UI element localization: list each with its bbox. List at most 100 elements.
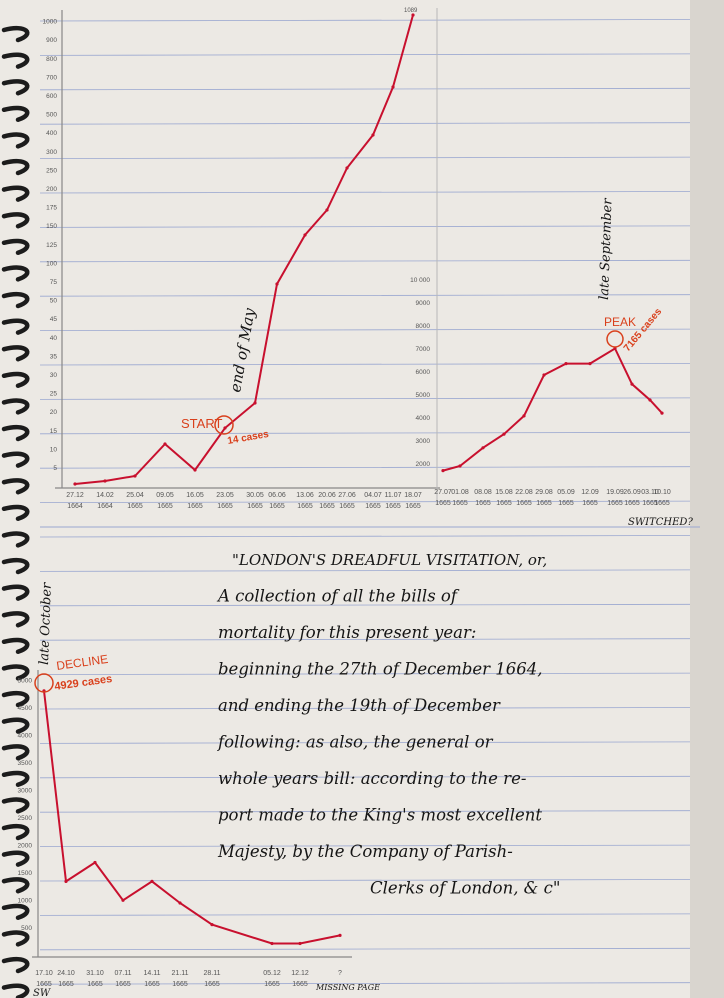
x-tick-label: 06.06 bbox=[268, 492, 286, 499]
ruled-line bbox=[39, 225, 691, 228]
spiral-ring bbox=[1, 212, 30, 229]
chart2-y-ticks: 2000 3000 4000 5000 6000 7000 8000 9000 10 000 bbox=[410, 277, 430, 468]
x-tick-year: 1665 bbox=[582, 500, 598, 507]
x-tick-label: 14.02 bbox=[96, 492, 114, 499]
x-tick-year: 1665 bbox=[217, 503, 233, 510]
chart3-points bbox=[42, 689, 342, 946]
x-tick-year: 1665 bbox=[642, 500, 658, 507]
quote-line: beginning the 27th of December 1664, bbox=[218, 660, 543, 679]
x-tick-year: 1665 bbox=[269, 503, 285, 510]
y-tick-label: 125 bbox=[46, 242, 57, 249]
x-tick-year: 1665 bbox=[247, 503, 263, 510]
data-point bbox=[64, 879, 68, 884]
spiral-ring bbox=[1, 770, 30, 788]
y-tick-label: 150 bbox=[46, 223, 57, 230]
x-tick-label: 18.07 bbox=[404, 492, 422, 499]
paper-edge-shadow bbox=[690, 0, 724, 998]
data-point bbox=[210, 923, 214, 927]
x-tick-year: 1665 bbox=[127, 503, 143, 510]
quote-line: mortality for this present year: bbox=[218, 623, 476, 642]
y-tick-label: 1500 bbox=[18, 870, 33, 877]
y-tick-label: 8000 bbox=[416, 323, 431, 330]
peak-marker-circle bbox=[606, 330, 624, 348]
spiral-ring bbox=[1, 424, 30, 442]
y-tick-label: 900 bbox=[46, 37, 57, 44]
quote-line: and ending the 19th of December bbox=[218, 696, 501, 715]
spiral-ring bbox=[1, 478, 30, 495]
chart1-series-line bbox=[74, 14, 414, 485]
x-tick-year: 1665 bbox=[496, 500, 512, 507]
ruled-line bbox=[39, 879, 691, 882]
x-tick-label: 15.08 bbox=[495, 489, 513, 496]
x-tick-label: 12.12 bbox=[291, 970, 309, 977]
x-tick-year: 1665 bbox=[654, 500, 670, 507]
x-tick-year: 1665 bbox=[516, 500, 532, 507]
y-tick-label: 175 bbox=[46, 205, 57, 212]
ruled-line bbox=[39, 122, 691, 125]
spiral-ring bbox=[1, 744, 30, 761]
y-tick-label: 40 bbox=[50, 335, 58, 342]
data-point bbox=[458, 464, 462, 468]
data-point bbox=[121, 898, 125, 902]
ruled-line bbox=[39, 500, 691, 504]
y-tick-label: 30 bbox=[50, 372, 58, 379]
spiral-ring bbox=[1, 717, 30, 734]
spiral-ring bbox=[1, 956, 30, 974]
spiral-ring bbox=[1, 877, 30, 894]
spiral-ring bbox=[1, 371, 30, 389]
data-point bbox=[338, 933, 342, 938]
x-tick-label: 30.05 bbox=[246, 492, 264, 499]
ruled-line bbox=[39, 259, 691, 263]
x-tick-label: ? bbox=[338, 970, 342, 977]
x-tick-year: 1665 bbox=[435, 500, 451, 507]
data-point bbox=[193, 468, 197, 472]
ruled-line bbox=[39, 53, 691, 56]
data-point bbox=[163, 442, 167, 446]
data-point bbox=[298, 941, 302, 946]
ruled-line bbox=[39, 672, 691, 675]
data-point bbox=[411, 13, 415, 17]
x-tick-label: 16.05 bbox=[186, 492, 204, 499]
spiral-ring bbox=[1, 318, 30, 335]
y-tick-label: 9000 bbox=[416, 300, 431, 307]
x-tick-label: 14.11 bbox=[144, 970, 161, 977]
ruled-line bbox=[39, 19, 691, 22]
chart1-top-label: 1089 bbox=[404, 8, 418, 14]
x-tick-label: 13.06 bbox=[296, 492, 314, 499]
x-tick-year: 1665 bbox=[115, 981, 131, 988]
spiral-ring bbox=[1, 531, 30, 548]
late-october-note: late October bbox=[37, 582, 55, 665]
ruled-line bbox=[39, 294, 691, 297]
ruled-line bbox=[39, 603, 691, 607]
y-tick-label: 2000 bbox=[18, 843, 33, 850]
x-tick-label: 23.05 bbox=[216, 492, 234, 499]
ruled-line bbox=[39, 466, 691, 469]
x-tick-label: 11.07 bbox=[385, 492, 402, 499]
x-tick-label: 24.10 bbox=[57, 970, 75, 977]
data-point bbox=[441, 469, 445, 473]
spiral-ring bbox=[1, 185, 30, 202]
data-point bbox=[522, 414, 526, 418]
y-tick-label: 1000 bbox=[43, 19, 58, 26]
y-tick-label: 7000 bbox=[416, 346, 431, 353]
data-point bbox=[253, 401, 257, 405]
y-tick-label: 25 bbox=[50, 391, 58, 398]
x-tick-year: 1665 bbox=[624, 500, 640, 507]
ruled-line bbox=[39, 156, 691, 160]
spiral-ring bbox=[1, 584, 30, 601]
ruled-line bbox=[39, 775, 691, 779]
data-point bbox=[630, 382, 634, 386]
spiral-ring bbox=[1, 903, 30, 921]
quote-line: Clerks of London, & c" bbox=[370, 879, 560, 898]
switched-note: SWITCHED? bbox=[628, 517, 693, 528]
chart-peak: 2000 3000 4000 5000 6000 7000 8000 9000 10 000 2… bbox=[410, 198, 693, 528]
data-point bbox=[103, 479, 107, 483]
x-tick-year: 1665 bbox=[405, 503, 421, 510]
ruled-line bbox=[39, 947, 691, 951]
quote-line: A collection of all the bills of bbox=[216, 587, 460, 606]
start-label: START bbox=[181, 416, 222, 431]
spiral-ring bbox=[1, 664, 30, 681]
chart3-y-ticks: 500 1000 1500 2000 2500 3000 3500 4000 4500 5000 bbox=[18, 678, 33, 933]
x-tick-label: 26.09 bbox=[623, 489, 641, 496]
